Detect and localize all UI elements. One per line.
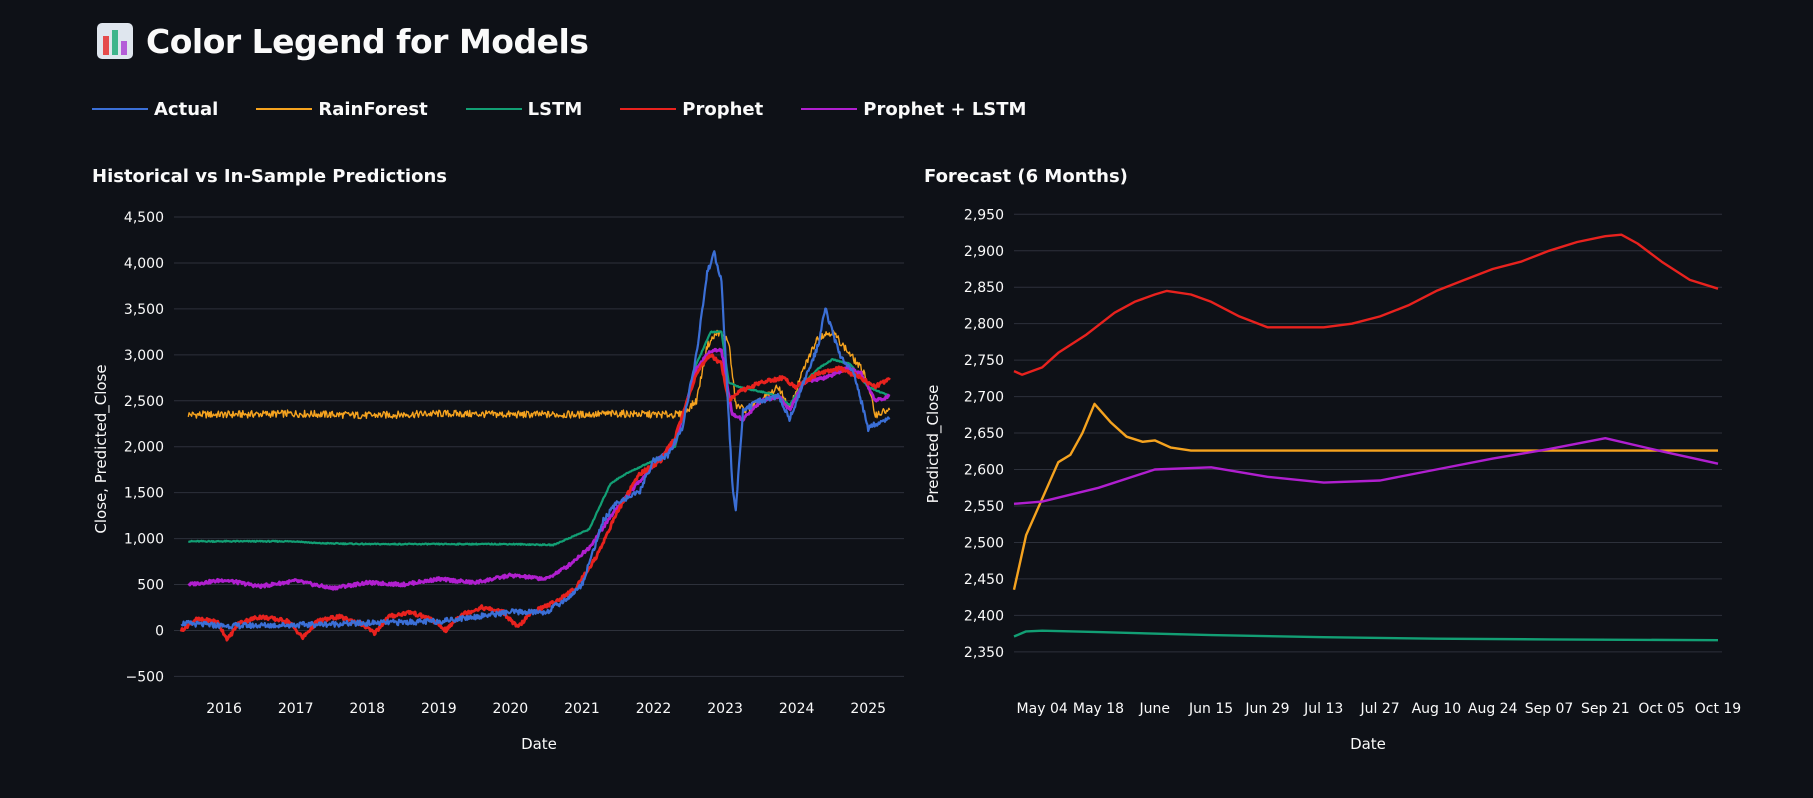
legend-swatch [92, 108, 148, 110]
forecast-chart[interactable]: 2,350 2,400 2,450 2,500 2,550 2,600 2,650 2,700… [0, 190, 1813, 760]
legend-label: Actual [154, 98, 219, 120]
legend-label: LSTM [527, 98, 583, 120]
x-tick-label: 2021 [564, 701, 600, 717]
x-tick-label: May 18 [1073, 701, 1124, 717]
series-line-lstm[interactable] [1013, 629, 1719, 642]
x-tick-label: 2018 [349, 701, 385, 717]
legend-swatch [801, 108, 858, 110]
y-tick-label: 2,650 [964, 426, 1004, 442]
y-tick-label: 2,850 [964, 280, 1004, 296]
y-tick-label: −500 [126, 669, 164, 685]
x-tick-label: June [1139, 701, 1171, 717]
bar-chart-icon [97, 23, 133, 59]
legend-swatch [256, 108, 313, 110]
series-line-actual[interactable] [180, 250, 891, 630]
legend-item[interactable]: LSTM [465, 98, 583, 120]
series-line-prophet-lstm[interactable] [1013, 437, 1719, 505]
y-axis-title: Close, Predicted_Close [92, 364, 111, 533]
y-tick-label: 2,600 [964, 463, 1004, 479]
x-tick-label: Jun 15 [1188, 701, 1233, 717]
y-tick-label: 2,750 [964, 353, 1004, 369]
page-header: Color Legend for Models [96, 16, 589, 66]
y-tick-label: 2,400 [964, 608, 1004, 624]
x-tick-label: Aug 24 [1468, 701, 1518, 717]
y-tick-label: 500 [137, 578, 164, 594]
x-tick-label: 2023 [707, 701, 743, 717]
legend-label: RainForest [318, 98, 428, 120]
y-tick-label: 2,550 [964, 499, 1004, 515]
x-tick-label: 2025 [850, 701, 886, 717]
y-tick-label: 1,500 [124, 486, 164, 502]
legend-item[interactable]: Prophet + LSTM [801, 99, 1026, 120]
x-axis-title: Date [1350, 735, 1386, 753]
historical-chart[interactable]: −500 0 500 1,000 1,500 2,000 2,500 3,000 3,500 4,… [0, 190, 910, 760]
y-tick-label: 4,500 [124, 210, 164, 226]
x-tick-label: 2019 [421, 701, 457, 717]
x-tick-label: 2020 [493, 701, 529, 717]
x-tick-label: Sep 07 [1525, 701, 1574, 717]
y-tick-label: 3,000 [124, 348, 164, 364]
y-tick-label: 2,500 [964, 535, 1004, 551]
y-tick-label: 2,900 [964, 244, 1004, 260]
y-tick-label: 0 [155, 623, 164, 639]
model-color-legend: Actual RainForest LSTM Prophet Prophet + LST… [92, 96, 1064, 122]
x-tick-label: Jul 13 [1303, 701, 1343, 717]
page-title: Color Legend for Models [146, 21, 589, 61]
legend-item[interactable]: Actual [92, 99, 218, 120]
x-tick-label: May 04 [1017, 701, 1068, 717]
x-tick-label: Sep 21 [1581, 701, 1630, 717]
x-tick-label: 2017 [278, 701, 314, 717]
y-tick-label: 2,500 [124, 394, 164, 410]
x-tick-label: Jun 29 [1244, 701, 1289, 717]
x-axis-title: Date [521, 735, 557, 753]
y-tick-label: 3,500 [124, 302, 164, 318]
historical-chart-title: Historical vs In-Sample Predictions [92, 166, 447, 187]
legend-label: Prophet [682, 98, 764, 120]
x-tick-label: Oct 05 [1638, 701, 1684, 717]
legend-label: Prophet + LSTM [863, 98, 1027, 120]
y-tick-label: 2,350 [964, 645, 1004, 661]
forecast-chart-title: Forecast (6 Months) [924, 166, 1128, 187]
series-line-prophet[interactable] [1013, 233, 1719, 376]
y-tick-label: 2,000 [124, 440, 164, 456]
x-tick-label: Aug 10 [1412, 701, 1462, 717]
y-tick-label: 2,450 [964, 572, 1004, 588]
x-tick-label: 2016 [206, 701, 242, 717]
y-tick-label: 2,950 [964, 207, 1004, 223]
x-tick-label: Oct 19 [1695, 701, 1741, 717]
x-tick-label: Jul 27 [1359, 701, 1399, 717]
y-tick-label: 1,000 [124, 532, 164, 548]
y-axis-title: Predicted_Close [924, 385, 943, 504]
x-tick-label: 2022 [636, 701, 672, 717]
y-tick-label: 4,000 [124, 256, 164, 272]
series-line-rainforest[interactable] [187, 329, 891, 420]
legend-swatch [620, 108, 677, 110]
y-tick-label: 2,700 [964, 390, 1004, 406]
legend-item[interactable]: Prophet [620, 99, 763, 120]
x-tick-label: 2024 [779, 701, 815, 717]
legend-item[interactable]: RainForest [256, 98, 428, 120]
y-tick-label: 2,800 [964, 317, 1004, 333]
series-line-rainforest[interactable] [1012, 402, 1718, 591]
legend-swatch [465, 108, 522, 110]
